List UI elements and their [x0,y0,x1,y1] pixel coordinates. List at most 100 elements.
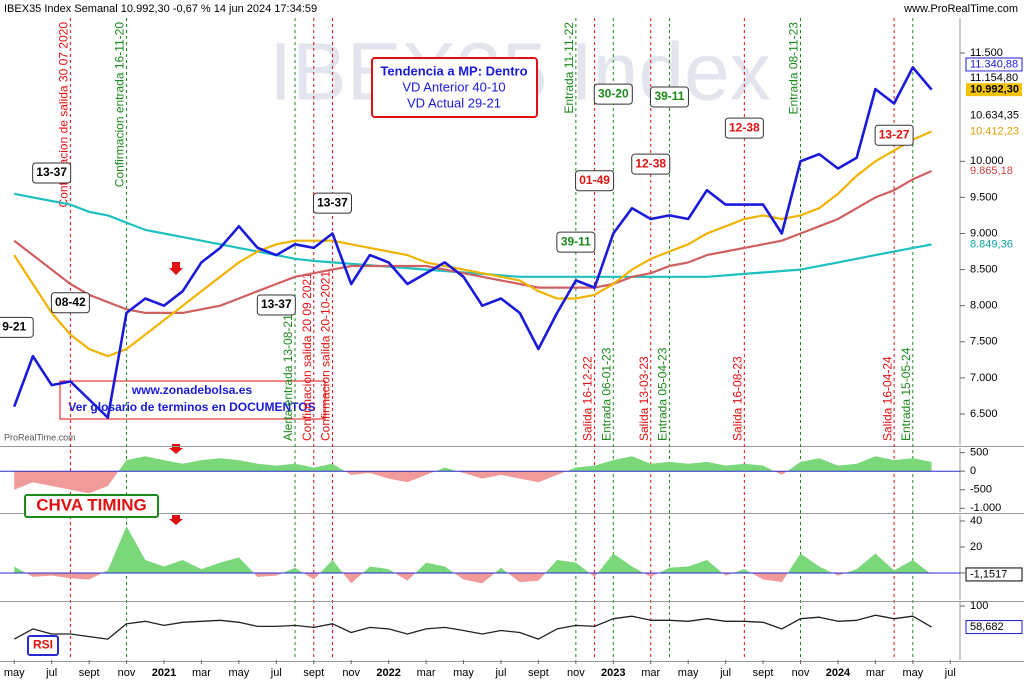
annotation: 12-38 [729,120,760,134]
x-tick-label: 2023 [601,667,625,679]
signal-label: Entrada 15-05-24 [899,347,913,441]
annotation-box [575,170,615,192]
area-negative [14,471,788,494]
x-tick-label: mar [866,667,885,679]
value-marker-label: 10.992,30 [970,84,1019,96]
x-tick-label: nov [567,667,585,679]
value-marker [966,71,1022,85]
x-tick-label: mar [192,667,211,679]
x-tick-label: nov [342,667,360,679]
signal-label: Salida 16-08-23 [731,356,745,441]
annotation: 13-37 [317,195,348,209]
value-marker [966,83,1022,97]
area-positive [14,456,932,472]
panel-title: RSI [33,638,53,652]
annotation-box [256,294,296,316]
annotation: 9-21 [2,320,26,334]
signal-label: Entrada 11-11-22 [562,22,576,114]
signal-label: Confirmacion entrada 16-11-20 [113,22,127,188]
panel-title: CHVA TIMING [36,495,147,514]
y-tick-label: 11.500 [970,47,1003,59]
value-marker-label: 10.412,23 [970,125,1019,137]
signal-label: Entrada 08-11-23 [787,22,801,115]
panel-title-box [24,494,159,518]
y-tick-label: 100 [970,600,988,612]
signal-label: Salida 16-12-22 [581,356,595,441]
annotation: 13-37 [36,165,67,179]
x-tick-label: may [678,667,699,679]
x-tick-label: sept [303,667,324,679]
x-tick-label: may [4,667,25,679]
header-site: www.ProRealTime.com [903,3,1018,15]
y-tick-label: 7.500 [970,336,998,348]
y-tick-label: 8.000 [970,300,998,312]
value-marker-label: 9.865,18 [970,165,1013,177]
header-title: IBEX35 Index Semanal 10.992,30 -0,67 % 1… [4,3,317,15]
y-tick-label: 9.000 [970,227,998,239]
y-tick-label: -500 [970,484,992,496]
link: www.zonadebolsa.es [131,383,253,397]
area-negative [25,572,932,584]
y-tick-label: 9.500 [970,191,998,203]
annotation: 39-11 [654,89,684,103]
value-marker-label: 11.154,80 [970,72,1018,84]
y-tick-label: -1.000 [970,502,1001,514]
panel-title-box [27,635,59,656]
annotation: 30-20 [598,86,629,100]
note: VD Actual 29-21 [407,95,501,110]
x-tick-label: may [453,667,474,679]
value-marker [965,57,1023,72]
x-tick-label: nov [792,667,810,679]
x-tick-label: mar [641,667,660,679]
annotation-box [312,192,352,214]
series-line [13,614,932,640]
series-line [12,66,933,419]
value-marker-label: -1,1517 [970,568,1007,580]
y-tick-label: 8.500 [970,263,998,275]
value-marker-label: 8.849,36 [970,238,1013,250]
annotation-box [32,162,72,184]
annotation: 01-49 [579,173,610,187]
x-tick-label: sept [753,667,774,679]
x-tick-label: sept [528,667,549,679]
signal-label: Entrada 05-04-23 [656,347,670,441]
annotation: 12-38 [635,156,666,170]
y-tick-label: 500 [970,447,988,459]
signal-label: Confirmacion de salida 30 07 2020 [57,22,71,208]
x-tick-label: may [902,667,923,679]
annotation-box [649,86,689,108]
x-tick-label: 2021 [152,667,176,679]
series-line [13,169,933,314]
annotation: 13-27 [879,127,910,141]
annotation-box [631,153,671,175]
y-tick-label: 20 [970,541,982,553]
x-tick-label: jul [719,667,731,679]
y-tick-label: 6.500 [970,408,998,420]
x-tick-label: jul [944,667,956,679]
annotation: 39-11 [561,234,591,248]
x-tick-label: jul [270,667,282,679]
value-marker [966,125,1022,139]
value-marker-label: 58,682 [970,621,1004,633]
value-marker [965,620,1023,635]
x-tick-label: may [228,667,249,679]
value-marker-label: 10.634,35 [970,109,1019,121]
annotation-box [0,316,34,338]
x-tick-label: 2024 [826,667,851,679]
series-line [13,130,933,358]
y-tick-label: 40 [970,515,982,527]
note: VD Anterior 40-10 [402,79,505,94]
y-tick-label: 7.000 [970,372,998,384]
signal-label: Confirmacion salida 20-10-2021 [319,271,333,441]
annotation-box [50,292,90,314]
x-tick-label: jul [45,667,57,679]
annotation-box [874,124,914,146]
x-tick-label: mar [417,667,436,679]
x-tick-label: nov [118,667,136,679]
value-marker [966,237,1022,251]
arrow [169,515,183,525]
note: Tendencia a MP: Dentro [380,63,527,78]
signal-label: Alerta entrada 13-08-21 [281,314,295,441]
notes-box [371,57,538,118]
annotation-box [593,83,633,105]
